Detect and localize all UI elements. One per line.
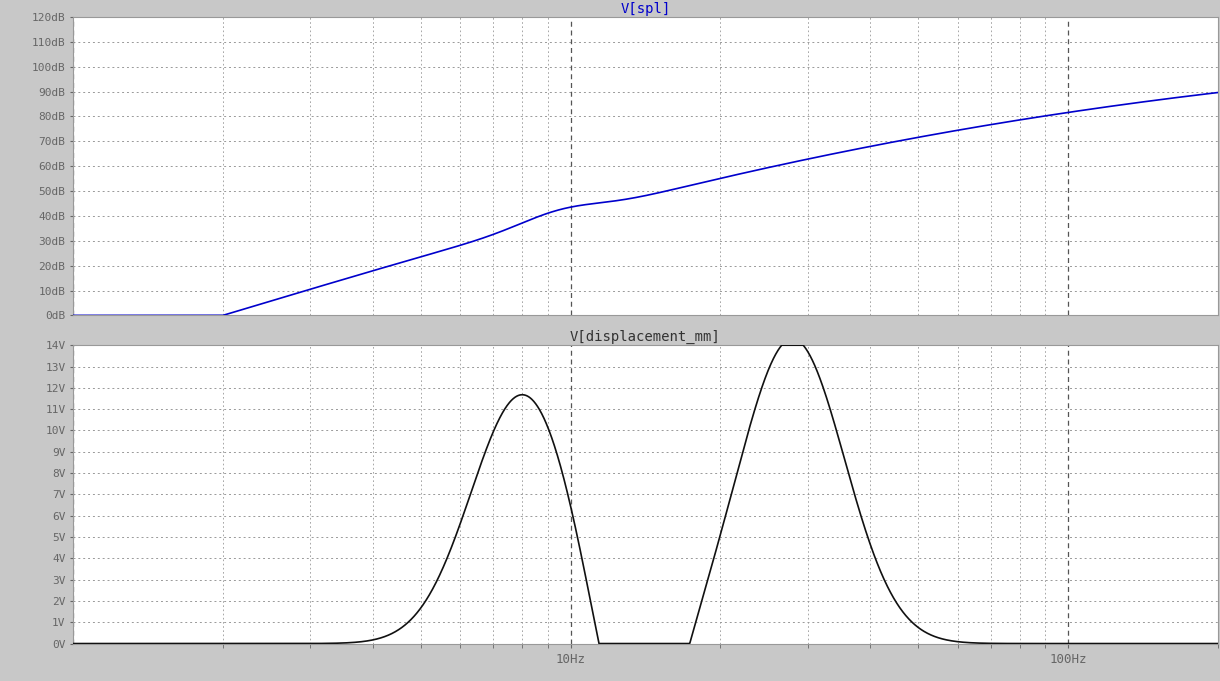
Title: V[spl]: V[spl] xyxy=(620,2,671,16)
Title: V[displacement_mm]: V[displacement_mm] xyxy=(570,330,721,344)
